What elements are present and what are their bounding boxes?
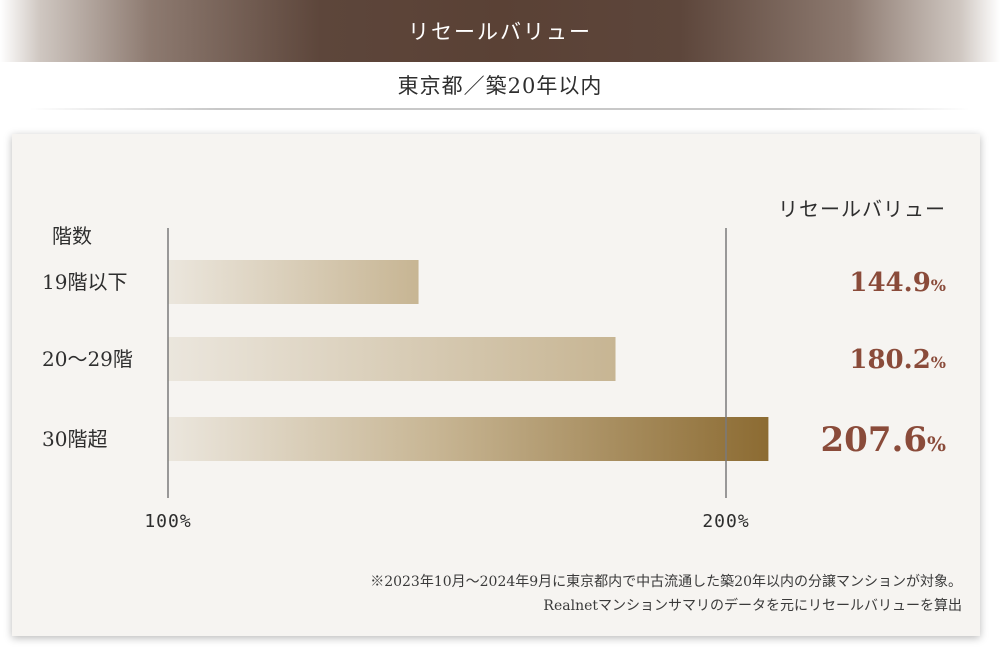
value-column-label: リセールバリュー xyxy=(778,197,946,221)
bar-1 xyxy=(168,260,419,304)
subtitle-divider xyxy=(30,108,970,110)
page-title: リセールバリュー xyxy=(408,20,592,44)
category-label-3: 30階超 xyxy=(42,427,107,451)
footnote-line-2: Realnetマンションサマリのデータを元にリセールバリューを算出 xyxy=(543,598,962,614)
title-banner: リセールバリュー xyxy=(0,0,1000,62)
value-label-3: 207.6% xyxy=(821,420,946,460)
category-axis-label: 階数 xyxy=(52,224,92,248)
chart-panel xyxy=(12,134,980,636)
tick-label-200: 200% xyxy=(702,511,749,532)
tick-label-100: 100% xyxy=(144,511,191,532)
value-label-1: 144.9% xyxy=(849,268,946,298)
category-label-1: 19階以下 xyxy=(42,270,127,294)
value-label-2: 180.2% xyxy=(849,345,946,375)
footnote-line-1: ※2023年10月～2024年9月に東京都内で中古流通した築20年以内の分譲マン… xyxy=(370,574,962,590)
page-subtitle: 東京都／築20年以内 xyxy=(397,74,603,98)
bar-2 xyxy=(168,337,616,381)
bar-3 xyxy=(168,417,769,461)
footnote: ※2023年10月～2024年9月に東京都内で中古流通した築20年以内の分譲マン… xyxy=(162,570,962,618)
category-label-2: 20〜29階 xyxy=(42,347,133,371)
